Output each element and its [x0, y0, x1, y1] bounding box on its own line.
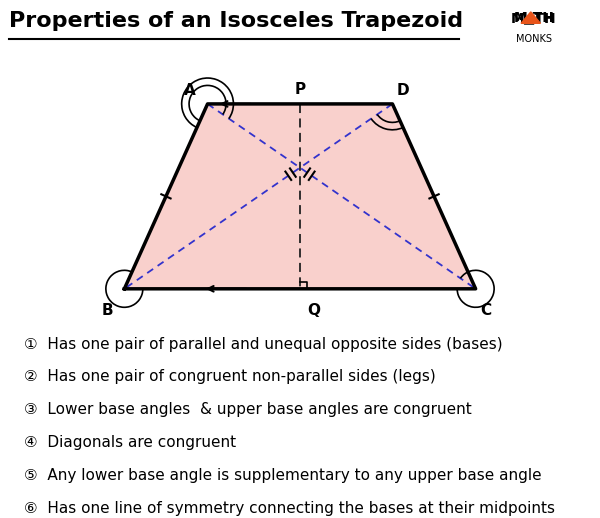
Text: A: A — [184, 83, 196, 98]
Text: B: B — [101, 303, 113, 318]
Text: ⑥  Has one line of symmetry connecting the bases at their midpoints: ⑥ Has one line of symmetry connecting th… — [24, 501, 555, 515]
Text: D: D — [397, 83, 410, 98]
Polygon shape — [124, 104, 476, 289]
Text: ④  Diagonals are congruent: ④ Diagonals are congruent — [24, 435, 236, 450]
Text: Q: Q — [307, 303, 320, 318]
Text: ③  Lower base angles  & upper base angles are congruent: ③ Lower base angles & upper base angles … — [24, 402, 472, 417]
Polygon shape — [521, 12, 541, 23]
Text: ①  Has one pair of parallel and unequal opposite sides (bases): ① Has one pair of parallel and unequal o… — [24, 337, 502, 352]
Text: Properties of an Isosceles Trapezoid: Properties of an Isosceles Trapezoid — [10, 11, 463, 31]
Text: M TH: M TH — [514, 11, 554, 25]
Text: P: P — [295, 82, 305, 97]
Text: C: C — [480, 303, 491, 318]
Text: MONKS: MONKS — [516, 34, 552, 44]
Text: M▲TH: M▲TH — [511, 11, 557, 25]
Text: ⑤  Any lower base angle is supplementary to any upper base angle: ⑤ Any lower base angle is supplementary … — [24, 468, 541, 483]
Text: ②  Has one pair of congruent non-parallel sides (legs): ② Has one pair of congruent non-parallel… — [24, 369, 436, 384]
